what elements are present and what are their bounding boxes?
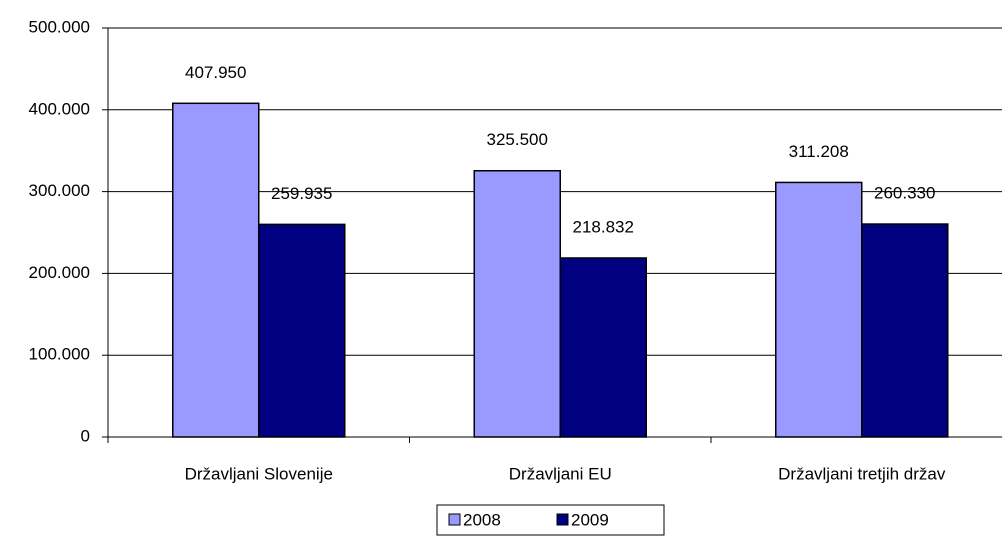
y-tick-label: 0	[81, 426, 90, 445]
x-tick-label: Državljani tretjih držav	[778, 464, 946, 483]
bar	[861, 223, 949, 438]
y-tick-label: 200.000	[29, 263, 90, 282]
legend-swatch	[448, 513, 461, 526]
x-tick-label: Državljani EU	[509, 464, 612, 483]
legend-box	[436, 504, 665, 536]
legend-swatch	[556, 513, 569, 526]
bar	[172, 102, 260, 438]
bar	[559, 257, 647, 438]
bar	[473, 169, 561, 438]
value-label: 260.330	[874, 184, 935, 203]
value-label: 311.208	[789, 142, 849, 161]
legend-label: 2009	[571, 510, 609, 529]
y-tick-label: 300.000	[29, 181, 90, 200]
value-label: 218.832	[573, 217, 634, 236]
value-label: 407.950	[185, 63, 246, 82]
y-tick-label: 100.000	[29, 345, 90, 364]
value-label: 325.500	[487, 130, 548, 149]
value-label: 259.935	[271, 184, 332, 203]
y-tick-label: 500.000	[29, 17, 90, 36]
y-tick-label: 400.000	[29, 99, 90, 118]
bar	[775, 181, 863, 438]
bar	[258, 223, 346, 438]
x-tick-label: Državljani Slovenije	[185, 464, 333, 483]
legend-label: 2008	[463, 510, 501, 529]
